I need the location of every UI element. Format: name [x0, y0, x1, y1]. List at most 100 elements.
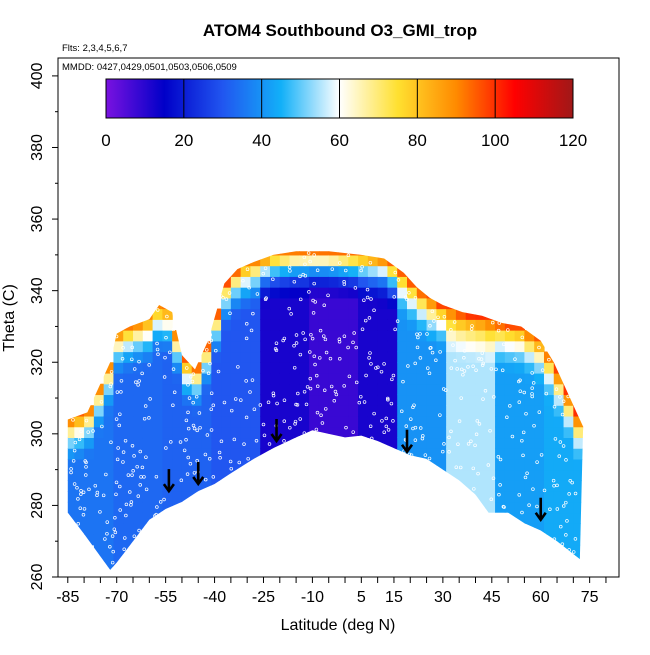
field-cell-732 [455, 330, 467, 342]
field-cell-240 [191, 383, 203, 396]
field-cell-228 [181, 362, 193, 374]
field-cell-234 [191, 448, 203, 460]
sample-point-249 [474, 432, 479, 437]
field-cell-214 [172, 340, 183, 353]
sample-point-105 [187, 396, 192, 400]
sample-point-179 [131, 469, 135, 473]
sample-point-69 [73, 440, 78, 445]
field-cell-829 [504, 319, 516, 331]
field-cell-447 [299, 251, 310, 256]
sample-point-209 [458, 465, 463, 470]
field-cell-705 [446, 426, 457, 439]
field-cell-204 [172, 448, 183, 460]
field-cell-366 [260, 308, 271, 320]
sample-point-503 [310, 336, 315, 341]
field-cell-524 [348, 405, 359, 417]
field-cell-723 [455, 426, 467, 439]
sample-point-254 [490, 320, 495, 325]
field-cell-255 [201, 351, 212, 363]
sample-point-140 [352, 331, 356, 335]
field-cell-111 [123, 362, 134, 374]
field-cell-63 [103, 448, 115, 460]
field-cell-1 [67, 501, 75, 514]
field-cell-261 [211, 437, 222, 449]
field-cell-738 [465, 458, 477, 471]
field-cell-35 [93, 555, 105, 567]
field-cell-390 [270, 254, 281, 267]
field-cell-380 [270, 362, 281, 374]
field-cell-251 [201, 394, 212, 406]
field-cell-627 [397, 319, 408, 331]
field-cell-594 [377, 265, 389, 277]
field-cell-548 [358, 351, 369, 363]
field-cell-106 [123, 415, 134, 428]
field-cell-429 [289, 251, 300, 256]
sample-point-410 [501, 342, 506, 347]
sample-point-192 [305, 385, 310, 389]
sample-point-177 [416, 335, 420, 340]
field-cell-342 [250, 362, 261, 374]
sample-point-381 [120, 356, 125, 361]
field-cell-99 [123, 491, 134, 503]
field-cell-221 [181, 437, 193, 449]
field-cell-578 [377, 437, 389, 449]
field-cell-98 [123, 501, 134, 514]
sample-point-114 [237, 460, 242, 465]
sample-point-297 [476, 471, 480, 476]
field-cell-485 [328, 415, 340, 428]
field-cell-373 [270, 437, 281, 449]
field-cell-131 [133, 372, 144, 385]
field-cell-55 [103, 534, 115, 546]
sample-point-308 [351, 340, 355, 345]
field-cell-534 [348, 297, 359, 310]
field-cell-409 [279, 254, 291, 267]
sample-point-98 [404, 424, 409, 428]
field-cell-638 [406, 394, 418, 406]
sample-point-267 [192, 471, 197, 475]
sample-point-224 [191, 372, 196, 376]
field-cell-966 [583, 416, 593, 427]
field-cell-570 [367, 319, 379, 331]
field-cell-943 [573, 501, 584, 514]
sample-point-106 [224, 297, 229, 301]
sample-point-352 [442, 315, 447, 319]
field-cell-458 [309, 319, 320, 331]
sample-point-138 [558, 440, 563, 444]
field-cell-2 [67, 491, 75, 503]
field-cell-733 [455, 319, 467, 331]
field-cell-564 [367, 383, 379, 396]
field-cell-920 [553, 372, 565, 385]
sample-point-418 [165, 314, 169, 319]
field-cell-825 [504, 362, 516, 374]
field-cell-946 [573, 469, 584, 481]
field-cell-397 [279, 383, 291, 396]
sample-point-294 [469, 439, 473, 444]
field-cell-335 [250, 437, 261, 449]
field-cell-130 [133, 383, 144, 396]
sample-point-50 [132, 367, 137, 371]
sample-point-448 [282, 439, 286, 443]
field-cell-741 [465, 426, 477, 439]
field-cell-697 [436, 330, 447, 342]
sample-point-152 [95, 493, 99, 498]
x-tick-label-5: -10 [301, 589, 324, 606]
field-cell-47 [93, 426, 105, 439]
sample-point-111 [112, 527, 117, 531]
arrow-markers [162, 418, 547, 522]
sample-point-493 [337, 339, 342, 344]
field-cell-469 [318, 394, 330, 406]
field-cell-294 [230, 458, 242, 471]
field-cell-53 [103, 555, 115, 567]
field-cell-81 [113, 458, 124, 471]
sample-point-306 [130, 473, 134, 477]
field-cell-804 [495, 383, 506, 396]
colorbar-tick-label-2: 40 [252, 131, 271, 150]
sample-point-150 [521, 453, 525, 458]
field-cell-628 [397, 308, 408, 320]
field-cell-719 [455, 469, 467, 481]
field-cell-714 [446, 330, 457, 342]
field-cell-20 [74, 415, 85, 428]
field-cell-874 [534, 458, 545, 471]
sample-point-103 [87, 487, 91, 492]
field-cell-115 [123, 319, 134, 331]
